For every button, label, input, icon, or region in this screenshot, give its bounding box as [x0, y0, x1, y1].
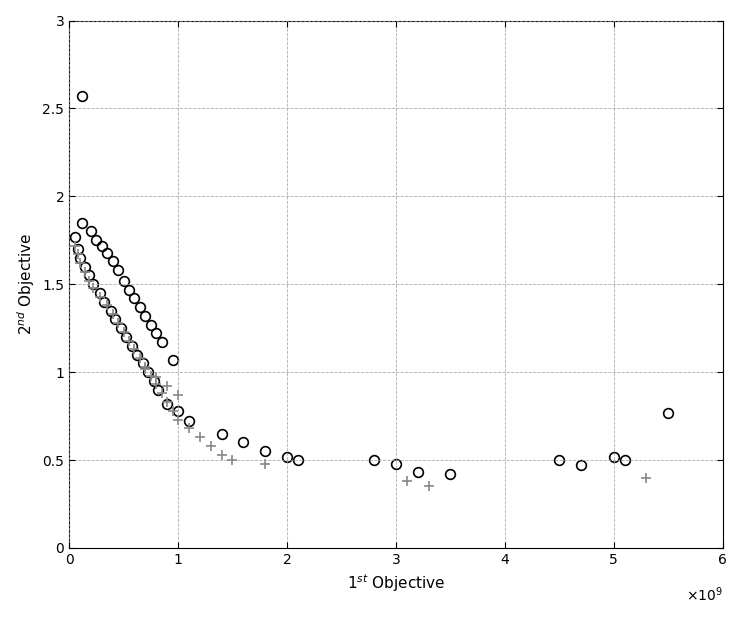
Y-axis label: 2$^{nd}$ Objective: 2$^{nd}$ Objective [15, 233, 36, 335]
Text: $\times 10^9$: $\times 10^9$ [686, 585, 723, 604]
X-axis label: 1$^{st}$ Objective: 1$^{st}$ Objective [347, 572, 445, 594]
